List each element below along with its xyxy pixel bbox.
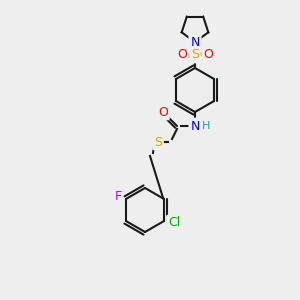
- Text: N: N: [190, 119, 200, 133]
- Text: Cl: Cl: [168, 217, 180, 230]
- Text: S: S: [191, 49, 199, 62]
- Text: O: O: [203, 49, 213, 62]
- Text: S: S: [154, 136, 162, 148]
- Text: F: F: [114, 190, 122, 203]
- Text: H: H: [202, 121, 210, 131]
- Text: N: N: [190, 35, 200, 49]
- Text: O: O: [177, 49, 187, 62]
- Text: O: O: [158, 106, 168, 118]
